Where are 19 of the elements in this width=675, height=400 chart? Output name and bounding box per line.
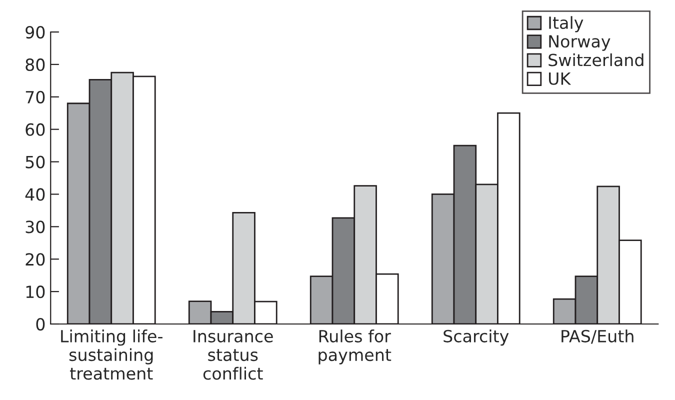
x-tick-label: Rules for payment — [318, 330, 392, 364]
y-tick-label: 50 — [26, 156, 45, 168]
x-tick-label: Limiting life- sustaining treatment — [61, 330, 162, 380]
y-tick-label: 10 — [26, 286, 45, 298]
y-tick-label: 70 — [26, 90, 45, 104]
x-tick-label: Insurance status conflict — [194, 330, 273, 380]
y-tick-label: 30 — [26, 220, 45, 234]
x-tick-label: Scarcity — [444, 330, 509, 346]
y-tick-label: 40 — [25, 188, 45, 201]
y-tick-label: 60 — [26, 123, 45, 136]
y-tick-label: 20 — [26, 253, 45, 266]
legend-label: Italy — [549, 16, 584, 32]
x-tick-label: PAS/Euth — [562, 330, 634, 344]
legend-label: Norway — [549, 35, 610, 51]
legend-label: Switzerland — [548, 53, 644, 66]
y-tick-label: 80 — [26, 58, 45, 72]
y-tick-label: 0 — [36, 318, 45, 331]
y-tick-label: 90 — [26, 26, 45, 39]
legend-label: UK — [549, 72, 572, 85]
